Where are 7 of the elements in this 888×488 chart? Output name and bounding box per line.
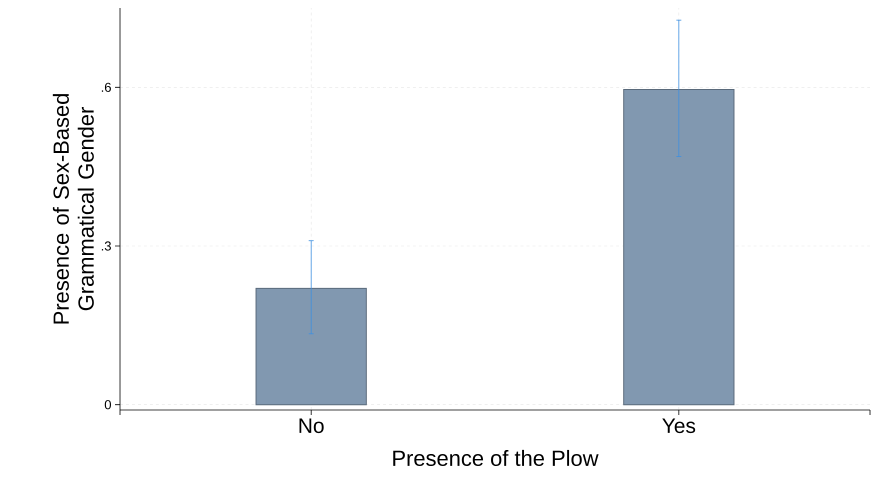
x-tick-label: No: [300, 418, 324, 434]
y-tick-label: .6: [102, 82, 111, 92]
x-tick-label: Yes: [662, 418, 696, 434]
x-axis-title: Presence of the Plow: [393, 450, 599, 466]
y-tick-label: .3: [102, 241, 111, 251]
y-axis-title: Presence of Sex-Based Grammatical Gender: [52, 94, 94, 324]
y-tick-label: 0: [104, 400, 111, 410]
